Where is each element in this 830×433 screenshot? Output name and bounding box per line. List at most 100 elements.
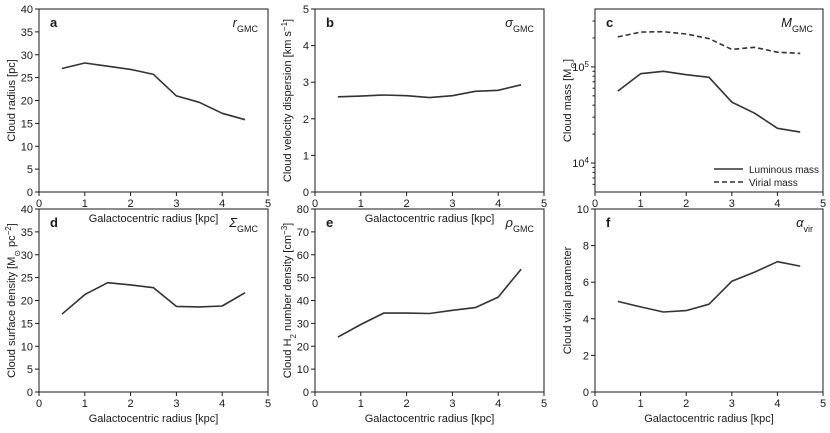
x-axis-label: Galactocentric radius [kpc] xyxy=(644,413,774,425)
y-tick-label: 40 xyxy=(21,204,33,216)
x-tick-label: 2 xyxy=(128,198,134,210)
quantity-symbol: MGMC xyxy=(781,15,813,34)
panel-letter: e xyxy=(326,215,333,230)
panel-b: 0 1 2 3 4 5 0 1 2 3 4 5 Galactocentric radius [kpc] C… xyxy=(280,4,548,225)
y-tick-label: 80 xyxy=(297,204,309,216)
y-tick-label: 20 xyxy=(21,96,33,108)
x-tick-label: 3 xyxy=(729,398,735,410)
y-tick-label: 40 xyxy=(297,296,309,308)
x-tick-label: 1 xyxy=(82,198,88,210)
x-tick-label: 3 xyxy=(729,198,735,210)
y-axis-label: Cloud mass [M⊙] xyxy=(562,59,578,142)
x-tick-label: 0 xyxy=(36,398,42,410)
y-tick-label: 50 xyxy=(297,273,309,285)
panel-letter: f xyxy=(606,215,611,230)
axes-frame xyxy=(594,8,824,193)
y-tick-label: 20 xyxy=(21,296,33,308)
axes-frame xyxy=(314,8,545,193)
y-tick-label: 2 xyxy=(583,350,589,362)
x-axis-label: Galactocentric radius [kpc] xyxy=(365,413,495,425)
luminous-mass-line xyxy=(617,70,801,133)
quantity-symbol: ΣGMC xyxy=(228,215,258,234)
y-tick-label: 4 xyxy=(303,41,309,53)
y-tick-label: 15 xyxy=(21,118,33,130)
data-line xyxy=(61,281,246,315)
panel-letter: d xyxy=(50,215,58,230)
y-tick-label: 0 xyxy=(27,187,33,199)
y-tick-label: 70 xyxy=(297,227,309,239)
x-tick-label: 4 xyxy=(774,198,780,210)
x-tick-label: 4 xyxy=(495,398,501,410)
y-tick-label: 6 xyxy=(583,277,589,289)
y-axis-label: Cloud velocity dispersion [km s−1] xyxy=(280,19,295,182)
data-line xyxy=(61,62,246,121)
y-tick-label: 5 xyxy=(303,4,309,16)
x-tick-label: 5 xyxy=(265,198,271,210)
x-tick-label: 0 xyxy=(312,398,318,410)
panel-a: 0 1 2 3 4 5 0 5 10 15 20 25 30 35 40 Galactocentric rad… xyxy=(6,4,271,225)
y-tick-label: 10 xyxy=(21,341,33,353)
y-tick-label: 0 xyxy=(303,187,309,199)
axes-frame xyxy=(314,208,545,393)
x-tick-label: 4 xyxy=(219,198,225,210)
x-axis-label: Galactocentric radius [kpc] xyxy=(365,213,495,225)
x-tick-label: 1 xyxy=(358,398,364,410)
legend-label: Luminous mass xyxy=(749,165,819,176)
y-tick-label: 30 xyxy=(21,250,33,262)
x-tick-label: 2 xyxy=(404,198,410,210)
y-tick-label: 0 xyxy=(583,387,589,399)
data-line xyxy=(337,84,522,99)
y-tick-label: 10 xyxy=(577,204,589,216)
x-tick-label: 0 xyxy=(36,198,42,210)
x-tick-label: 1 xyxy=(82,398,88,410)
panel-d: 0 1 2 3 4 5 0 5 10 15 20 25 30 35 40 Galactocentric rad… xyxy=(4,204,272,425)
y-axis-label: Cloud H2 number density [cm−3] xyxy=(280,223,298,378)
x-tick-label: 2 xyxy=(683,198,689,210)
y-tick-label: 8 xyxy=(583,241,589,253)
x-tick-label: 4 xyxy=(774,398,780,410)
x-tick-label: 1 xyxy=(358,198,364,210)
axes-frame xyxy=(594,208,824,393)
x-tick-label: 5 xyxy=(820,198,826,210)
y-tick-label: 30 xyxy=(21,50,33,62)
x-tick-label: 0 xyxy=(592,398,598,410)
y-tick-label: 4 xyxy=(583,314,589,326)
x-tick-label: 5 xyxy=(265,398,271,410)
quantity-symbol: αvir xyxy=(796,215,813,234)
x-tick-label: 4 xyxy=(495,198,501,210)
y-axis-label: Cloud radius [pc] xyxy=(6,59,18,142)
y-axis-label: Cloud virial parameter xyxy=(562,246,574,354)
panel-f: 0 1 2 3 4 5 0 2 4 6 8 10 Galactocentric radius [kpc]… xyxy=(562,204,826,425)
quantity-symbol: σGMC xyxy=(505,15,534,34)
x-tick-label: 2 xyxy=(683,398,689,410)
y-axis-label: Cloud surface density [M⊙ pc−2] xyxy=(4,223,22,378)
y-tick-label: 1 xyxy=(303,150,309,162)
y-tick-label: 2 xyxy=(303,114,309,126)
y-tick-label: 104 xyxy=(572,156,589,171)
x-tick-label: 1 xyxy=(638,198,644,210)
x-tick-label: 0 xyxy=(592,198,598,210)
y-tick-label: 35 xyxy=(21,27,33,39)
y-tick-label: 15 xyxy=(21,318,33,330)
x-axis-label: Galactocentric radius [kpc] xyxy=(89,413,219,425)
y-tick-label: 25 xyxy=(21,273,33,285)
x-tick-label: 2 xyxy=(404,398,410,410)
x-tick-label: 3 xyxy=(449,398,455,410)
x-tick-label: 3 xyxy=(173,398,179,410)
y-tick-label: 25 xyxy=(21,73,33,85)
x-tick-label: 3 xyxy=(449,198,455,210)
y-tick-label: 5 xyxy=(27,164,33,176)
data-line xyxy=(337,268,522,338)
legend: Luminous mass Virial mass xyxy=(714,165,819,189)
legend-label: Virial mass xyxy=(749,178,798,189)
x-tick-label: 5 xyxy=(820,398,826,410)
y-tick-label: 60 xyxy=(297,250,309,262)
y-tick-label: 0 xyxy=(303,387,309,399)
y-tick-label: 35 xyxy=(21,227,33,239)
x-tick-label: 0 xyxy=(312,198,318,210)
axes-frame xyxy=(38,208,269,393)
data-line xyxy=(617,260,801,313)
